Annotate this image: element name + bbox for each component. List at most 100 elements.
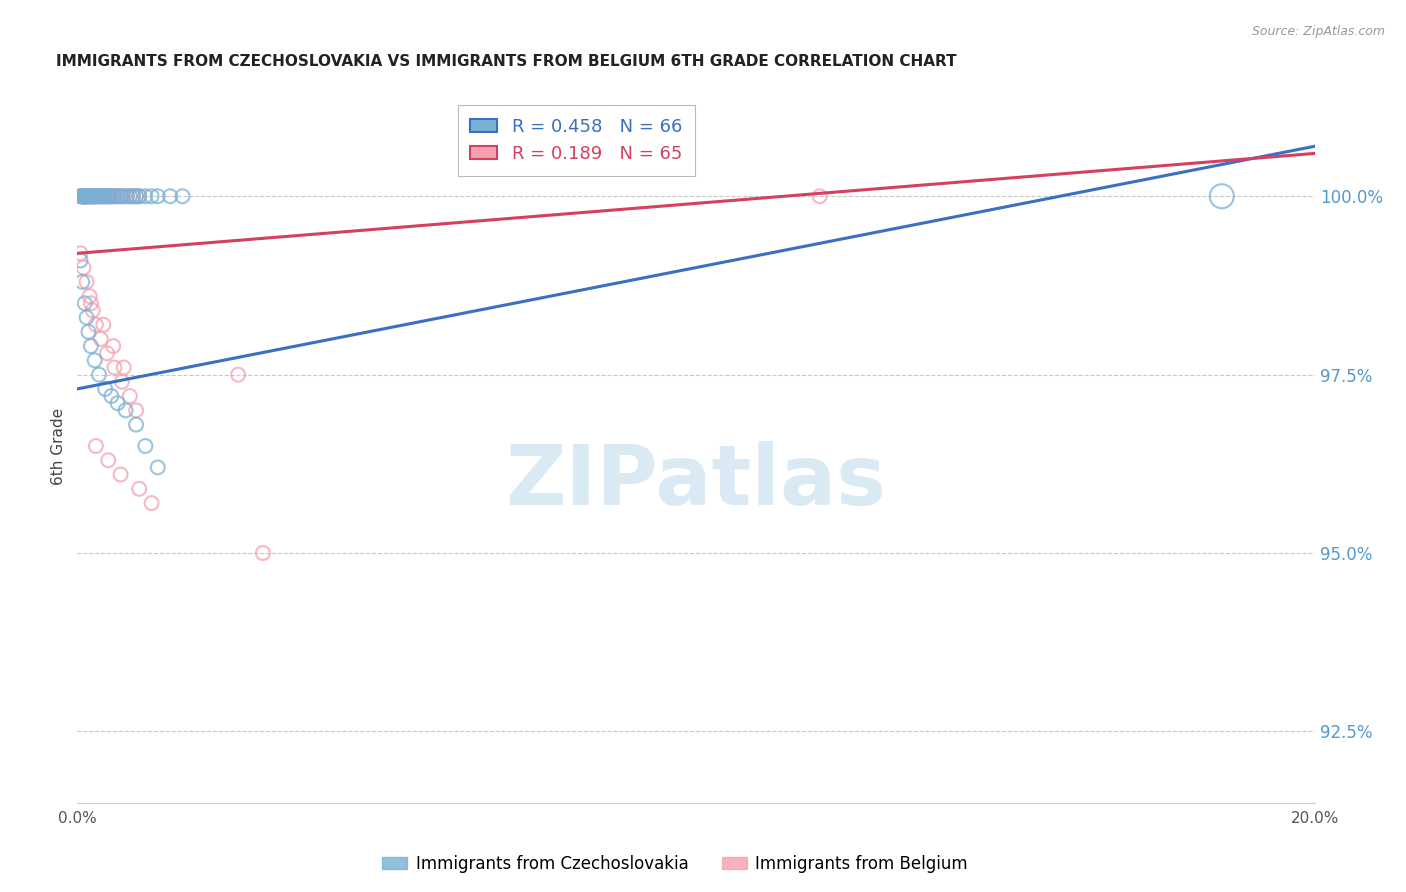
Point: [86, 189, 108, 203]
Point: [84, 318, 107, 332]
Point: [90, 189, 112, 203]
Point: [90, 332, 112, 346]
Point: [128, 482, 150, 496]
Point: [96, 189, 118, 203]
Point: [87, 189, 110, 203]
Point: [76, 189, 98, 203]
Point: [115, 189, 138, 203]
Point: [72, 275, 94, 289]
Point: [146, 460, 169, 475]
Point: [75, 189, 97, 203]
Point: [107, 189, 129, 203]
Point: [75, 189, 97, 203]
Point: [125, 189, 148, 203]
Point: [72, 189, 94, 203]
Point: [72, 189, 94, 203]
Point: [83, 189, 105, 203]
Point: [91, 189, 114, 203]
Point: [91, 318, 114, 332]
Point: [87, 189, 110, 203]
Point: [73, 189, 96, 203]
Point: [172, 189, 194, 203]
Point: [100, 389, 122, 403]
Point: [83, 353, 105, 368]
Point: [69, 189, 91, 203]
Point: [80, 296, 103, 310]
Point: [115, 189, 138, 203]
Point: [82, 189, 104, 203]
Point: [76, 189, 98, 203]
Point: [77, 325, 100, 339]
Point: [72, 189, 94, 203]
Point: [94, 382, 117, 396]
Point: [73, 189, 96, 203]
Point: [97, 189, 120, 203]
Point: [94, 189, 117, 203]
Point: [80, 189, 103, 203]
Point: [75, 189, 97, 203]
Point: [146, 189, 169, 203]
Point: [118, 389, 141, 403]
Legend: Immigrants from Czechoslovakia, Immigrants from Belgium: Immigrants from Czechoslovakia, Immigran…: [375, 848, 974, 880]
Point: [122, 189, 145, 203]
Point: [141, 496, 163, 510]
Point: [72, 189, 94, 203]
Text: Source: ZipAtlas.com: Source: ZipAtlas.com: [1251, 25, 1385, 38]
Point: [84, 189, 107, 203]
Point: [110, 189, 132, 203]
Point: [79, 189, 101, 203]
Point: [83, 189, 105, 203]
Point: [72, 189, 94, 203]
Point: [72, 189, 94, 203]
Point: [73, 189, 96, 203]
Point: [103, 189, 125, 203]
Point: [70, 189, 93, 203]
Point: [125, 403, 148, 417]
Point: [79, 189, 101, 203]
Point: [98, 189, 121, 203]
Point: [69, 246, 91, 260]
Point: [128, 189, 150, 203]
Point: [112, 189, 135, 203]
Point: [97, 453, 120, 467]
Point: [80, 339, 103, 353]
Point: [72, 260, 94, 275]
Point: [103, 189, 125, 203]
Point: [75, 189, 97, 203]
Point: [101, 189, 124, 203]
Point: [103, 189, 125, 203]
Point: [79, 189, 101, 203]
Point: [91, 189, 114, 203]
Point: [72, 189, 94, 203]
Point: [82, 303, 104, 318]
Point: [91, 189, 114, 203]
Point: [103, 360, 125, 375]
Point: [114, 403, 136, 417]
Point: [141, 189, 163, 203]
Point: [84, 439, 107, 453]
Point: [252, 546, 274, 560]
Point: [70, 189, 93, 203]
Point: [77, 189, 100, 203]
Point: [77, 189, 100, 203]
Point: [82, 189, 104, 203]
Point: [808, 189, 831, 203]
Point: [100, 189, 122, 203]
Point: [83, 189, 105, 203]
Point: [107, 189, 129, 203]
Legend: R = 0.458   N = 66, R = 0.189   N = 65: R = 0.458 N = 66, R = 0.189 N = 65: [457, 105, 695, 176]
Point: [69, 253, 91, 268]
Point: [73, 296, 96, 310]
Point: [79, 189, 101, 203]
Point: [90, 189, 112, 203]
Point: [122, 189, 145, 203]
Point: [82, 189, 104, 203]
Point: [82, 189, 104, 203]
Point: [83, 189, 105, 203]
Point: [226, 368, 249, 382]
Text: ZIPatlas: ZIPatlas: [506, 442, 886, 522]
Point: [111, 189, 134, 203]
Point: [118, 189, 141, 203]
Point: [80, 189, 103, 203]
Point: [111, 375, 134, 389]
